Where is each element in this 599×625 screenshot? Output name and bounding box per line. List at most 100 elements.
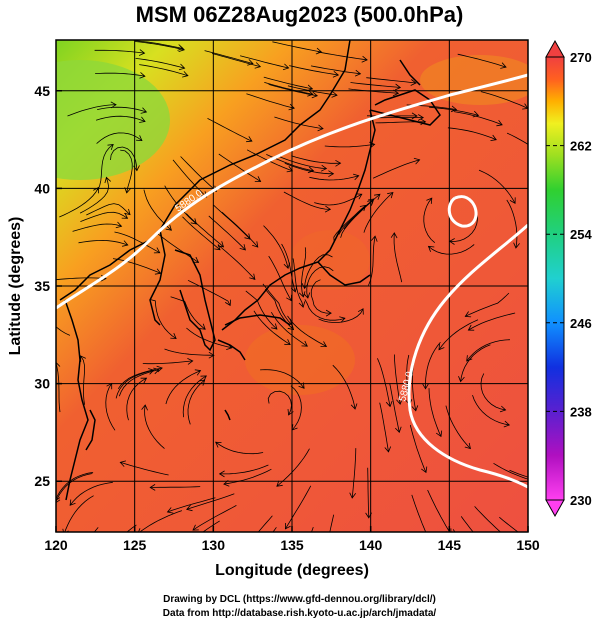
streamline: [150, 486, 201, 488]
streamline: [438, 319, 479, 351]
streamline-arrowhead: [332, 70, 340, 78]
streamline: [150, 299, 177, 339]
streamline: [142, 360, 193, 365]
streamline: [86, 203, 131, 216]
streamline: [278, 155, 327, 169]
streamline: [301, 247, 307, 298]
streamline-arrowhead: [426, 197, 433, 204]
streamline-arrowhead: [352, 173, 360, 181]
streamline: [67, 104, 117, 117]
streamline: [264, 288, 294, 330]
streamline-arrowhead: [180, 546, 186, 552]
x-tick-label: 150: [516, 537, 540, 553]
streamline-arrowhead: [285, 318, 292, 326]
streamline: [480, 373, 506, 411]
streamline: [445, 405, 471, 449]
streamline: [465, 292, 510, 317]
streamline-arrowhead: [282, 63, 290, 71]
streamline: [453, 111, 503, 126]
streamline-arrowhead: [133, 165, 140, 172]
streamline-arrowhead: [450, 105, 458, 113]
streamline: [366, 77, 417, 84]
streamline-arrowhead: [284, 339, 291, 346]
streamline-arrowhead: [107, 144, 114, 151]
streamline-arrowhead: [287, 323, 295, 331]
streamline: [427, 489, 451, 532]
streamline-arrowhead: [315, 47, 323, 55]
streamline-arrowhead: [324, 205, 332, 213]
streamline-arrowhead: [500, 62, 507, 69]
streamline: [56, 473, 93, 503]
streamline-arrowhead: [298, 382, 305, 389]
streamline-arrowhead: [246, 136, 253, 143]
streamline: [187, 279, 231, 306]
streamline-arrowhead: [138, 528, 141, 532]
streamline-arrowhead: [178, 63, 186, 71]
streamline-arrowhead: [355, 193, 363, 200]
streamline-arrowhead: [208, 351, 215, 359]
streamline: [78, 239, 128, 246]
streamline: [167, 497, 216, 513]
streamline: [460, 516, 474, 532]
streamline: [110, 146, 138, 171]
streamline-arrowhead: [413, 157, 421, 165]
y-tick-label: 25: [34, 473, 50, 489]
streamline-arrowhead: [349, 492, 357, 499]
streamline-arrowhead: [62, 528, 69, 532]
streamline-arrowhead: [354, 69, 362, 77]
streamline: [329, 514, 335, 532]
streamline-arrowhead: [448, 238, 455, 245]
streamline: [164, 185, 197, 225]
streamline: [506, 199, 518, 249]
streamline-arrowhead: [115, 221, 123, 229]
streamline-arrowhead: [156, 365, 163, 373]
streamline: [204, 50, 254, 64]
streamline: [246, 93, 295, 109]
streamline: [375, 121, 426, 124]
streamline: [64, 495, 94, 532]
streamline-arrowhead: [328, 170, 335, 178]
streamline: [182, 375, 207, 418]
streamline: [172, 159, 207, 198]
streamline: [310, 65, 361, 75]
x-tick-label: 130: [202, 537, 226, 553]
streamline-arrowhead: [427, 245, 435, 252]
streamline: [96, 132, 143, 144]
streamline-arrowhead: [464, 442, 471, 450]
streamline: [332, 364, 356, 410]
streamline: [333, 205, 366, 243]
streamline: [363, 192, 394, 233]
streamline: [117, 367, 163, 390]
streamline-arrowhead: [487, 549, 493, 555]
streamline-arrowhead: [170, 333, 177, 340]
streamline: [126, 377, 147, 421]
streamline: [105, 383, 116, 431]
credit-dcl: Drawing by DCL (https://www.gfd-dennou.o…: [163, 594, 436, 605]
streamline-arrowhead: [385, 400, 393, 408]
x-tick-label: 140: [359, 537, 383, 553]
streamline-arrowhead: [325, 309, 332, 317]
streamline: [304, 254, 333, 289]
streamline-arrowhead: [417, 114, 424, 121]
streamline-arrowhead: [217, 241, 225, 248]
streamline: [480, 91, 528, 109]
streamline-arrowhead: [153, 367, 160, 375]
streamline-arrowhead: [284, 522, 291, 530]
streamline: [56, 277, 107, 281]
streamline: [139, 510, 183, 532]
streamline: [215, 441, 264, 455]
streamline: [292, 258, 304, 308]
streamline-arrowhead: [384, 446, 392, 453]
streamline: [472, 394, 510, 426]
streamline: [270, 311, 308, 347]
streamline-arrowhead: [320, 164, 328, 172]
streamline-arrowhead: [421, 466, 428, 474]
streamline-arrowhead: [335, 159, 342, 167]
x-tick-label: 135: [280, 537, 304, 553]
streamline-arrowhead: [224, 299, 231, 307]
streamline: [343, 193, 381, 230]
streamline: [97, 144, 114, 191]
streamline: [112, 258, 161, 274]
streamline-arrowhead: [477, 564, 482, 570]
streamline-arrowhead: [148, 368, 155, 375]
